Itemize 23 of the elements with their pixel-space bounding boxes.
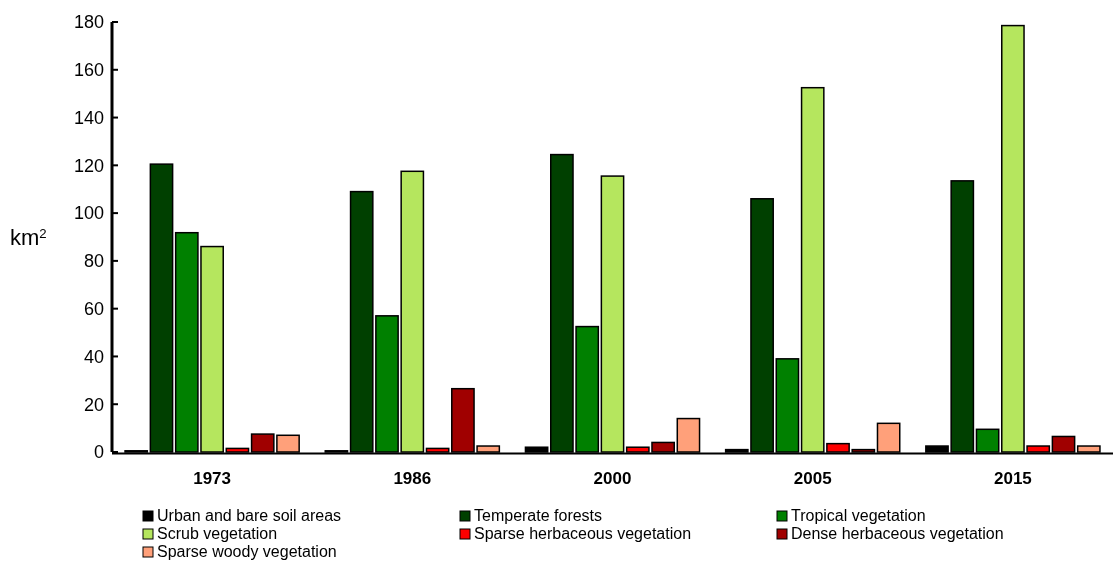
- legend-label: Urban and bare soil areas: [157, 507, 342, 524]
- legend-label: Sparse woody vegetation: [157, 543, 337, 560]
- legend-label: Sparse herbaceous vegetation: [474, 525, 692, 542]
- y-tick-label: 0: [93, 442, 104, 463]
- y-tick-label: 60: [83, 298, 104, 319]
- y-tick-label: 160: [73, 60, 104, 81]
- x-tick-label: 2005: [793, 469, 832, 488]
- legend-label: Scrub vegetation: [157, 525, 278, 542]
- y-tick-label: 140: [73, 107, 104, 128]
- x-tick-label: 2000: [593, 469, 632, 488]
- y-tick-label: 180: [73, 12, 104, 33]
- x-tick-label: 1973: [193, 469, 232, 488]
- x-tick-label: 1986: [393, 469, 432, 488]
- y-tick-label: 80: [83, 251, 104, 272]
- x-tick-label: 2015: [993, 469, 1032, 488]
- y-tick-label: 100: [73, 203, 104, 224]
- legend-label: Tropical vegetation: [791, 507, 926, 524]
- y-tick-label: 40: [83, 346, 104, 367]
- y-axis-title: km$^{2}$: [10, 225, 47, 250]
- legend-label: Dense herbaceous vegetation: [791, 525, 1004, 542]
- y-tick-label: 120: [73, 155, 104, 176]
- y-tick-label: 20: [83, 394, 104, 415]
- legend-label: Temperate forests: [474, 507, 603, 524]
